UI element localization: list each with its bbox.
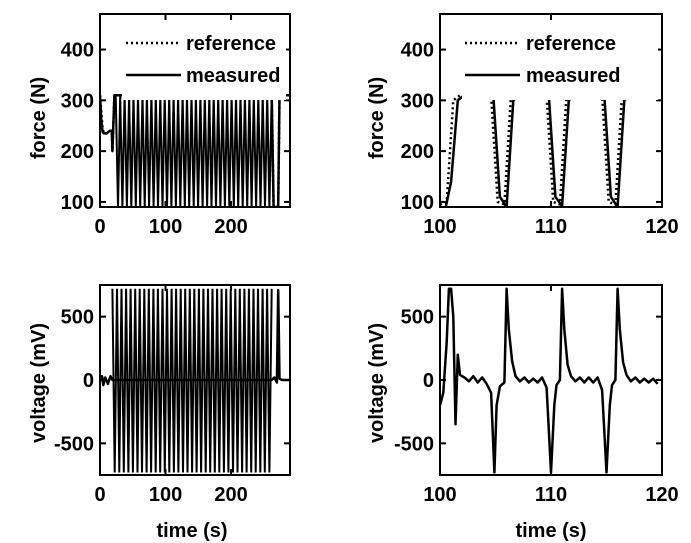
x-tick-label: 110 (535, 216, 567, 238)
series-oscillation-line (114, 95, 273, 207)
plot-data (440, 94, 657, 207)
y-tick-label: 0 (423, 370, 434, 392)
y-tick-label: 500 (401, 307, 434, 329)
y-tick-label: 500 (61, 307, 94, 329)
panel-voltage-full: 0 100 200 -500 0 500 voltage (mV) time (s) (28, 284, 291, 542)
panel-voltage-zoom: 100 110 120 -500 0 500 voltage (mV) time (s) (366, 284, 679, 542)
voltage-zoom-plot: 100 110 120 -500 0 500 (394, 284, 679, 506)
legend-reference-label: reference (186, 33, 276, 55)
x-tick-label: 200 (214, 216, 247, 238)
plot-data (100, 94, 290, 207)
voltage-full-xlabel: time (s) (156, 520, 227, 542)
series-oscillation-line (111, 288, 273, 473)
legend-measured-label: measured (526, 65, 621, 87)
series-signal-line (100, 288, 290, 387)
legend-background (122, 26, 286, 100)
voltage-zoom-xlabel: time (s) (515, 520, 586, 542)
series-measured-line (440, 94, 657, 207)
x-tick-label: 100 (149, 216, 182, 238)
legend-measured-label: measured (186, 65, 281, 87)
voltage-zoom-ylabel: voltage (mV) (366, 323, 388, 443)
y-tick-label: 300 (61, 90, 94, 112)
y-tick-label: 100 (401, 192, 434, 214)
y-tick-label: -500 (54, 433, 94, 455)
x-tick-label: 0 (94, 484, 105, 506)
force-full-ylabel: force (N) (28, 77, 50, 159)
y-tick-label: 400 (401, 40, 434, 62)
y-tick-label: 300 (401, 90, 434, 112)
y-tick-label: -500 (394, 433, 434, 455)
y-tick-label: 200 (401, 141, 434, 163)
legend-background (462, 26, 658, 100)
force-zoom-legend: reference measured (462, 26, 658, 100)
plot-data (100, 288, 290, 473)
plot-data (440, 287, 659, 474)
voltage-full-plot: 0 100 200 -500 0 500 (54, 284, 291, 506)
series-signal-line (440, 287, 659, 474)
x-tick-label: 100 (423, 216, 456, 238)
panel-force-zoom: 100 110 120 100 200 300 400 force (N) referenc… (366, 13, 679, 238)
series-measured-line (100, 94, 290, 207)
x-tick-label: 100 (149, 484, 182, 506)
legend-reference-label: reference (526, 33, 616, 55)
x-tick-label: 110 (535, 484, 567, 506)
x-tick-label: 120 (645, 484, 678, 506)
axes-frame (99, 13, 291, 208)
x-tick-label: 200 (214, 484, 247, 506)
force-full-legend: reference measured (122, 26, 286, 100)
y-tick-label: 100 (61, 192, 94, 214)
series-reference-line (440, 94, 657, 206)
y-tick-label: 200 (61, 141, 94, 163)
y-tick-label: 0 (83, 370, 94, 392)
x-tick-label: 120 (645, 216, 678, 238)
x-tick-label: 100 (423, 484, 456, 506)
force-zoom-ylabel: force (N) (366, 77, 388, 159)
x-tick-label: 0 (94, 216, 105, 238)
y-tick-label: 400 (61, 40, 94, 62)
voltage-full-ylabel: voltage (mV) (28, 323, 50, 443)
